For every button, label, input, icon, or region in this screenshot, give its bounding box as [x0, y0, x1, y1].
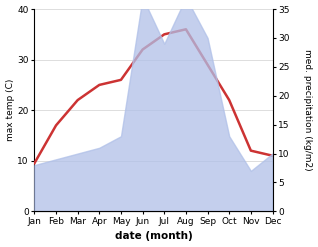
Y-axis label: max temp (C): max temp (C) [5, 79, 15, 141]
Y-axis label: med. precipitation (kg/m2): med. precipitation (kg/m2) [303, 49, 313, 171]
X-axis label: date (month): date (month) [114, 231, 192, 242]
